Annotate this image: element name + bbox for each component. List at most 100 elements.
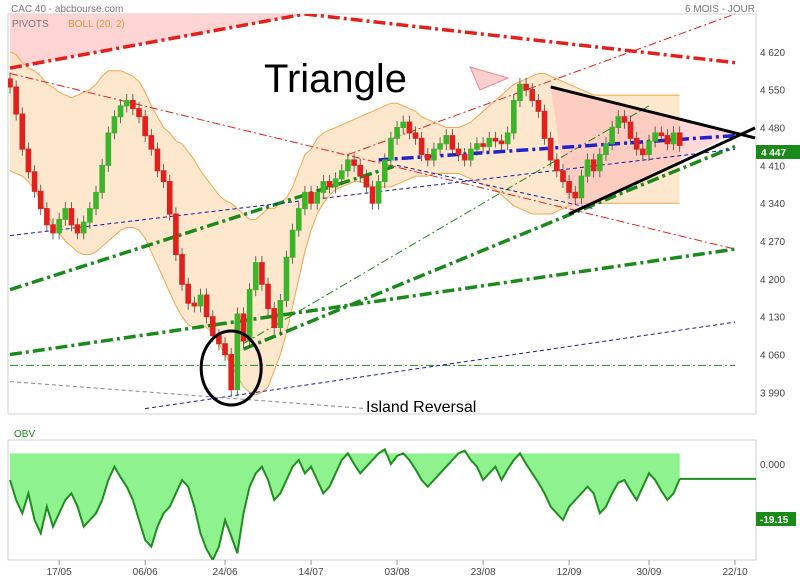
- y-tick-label: 4 550: [760, 86, 785, 97]
- candle-body: [87, 208, 93, 223]
- candle-body: [535, 99, 542, 112]
- candle-body: [37, 190, 44, 210]
- candle-body: [670, 132, 677, 145]
- obv-last-label: -19.15: [760, 515, 789, 526]
- candle-body: [541, 110, 548, 139]
- candle-body: [283, 256, 290, 301]
- trend-line-13: [9, 381, 367, 410]
- candle-body: [523, 83, 529, 91]
- candle-body: [326, 181, 333, 188]
- y-tick-label: 4 130: [760, 313, 785, 324]
- obv-plot-area: [9, 447, 756, 560]
- candle-body: [357, 164, 364, 177]
- trend-line-11: [145, 321, 736, 410]
- candle-body: [136, 108, 142, 118]
- candle-body: [400, 121, 407, 129]
- candle-body: [117, 105, 124, 118]
- bollinger-upper-line: [9, 51, 680, 220]
- candle-body: [154, 148, 161, 172]
- candle-body: [234, 313, 241, 391]
- candle-body: [142, 116, 148, 137]
- candle-body: [338, 170, 345, 180]
- candle-body: [209, 316, 216, 337]
- candle-body: [240, 313, 247, 342]
- candle-body: [572, 191, 579, 199]
- last-price-badge: [756, 145, 800, 159]
- candle-body: [19, 113, 26, 150]
- triangle-annotation: Triangle: [264, 57, 407, 101]
- candle-body: [363, 175, 370, 188]
- triangle-pointer-icon: [469, 66, 510, 91]
- candle-body: [443, 135, 450, 145]
- time-x-axis: 17/05 06/06 24/06 14/07 03/08 23/08 12/09 30/09…: [47, 560, 748, 578]
- candle-body: [461, 154, 468, 161]
- y-tick-label: 4 200: [760, 275, 785, 286]
- candle-body: [664, 135, 671, 145]
- candle-body: [44, 208, 50, 226]
- candle-body: [332, 178, 339, 188]
- candle-body: [615, 116, 622, 129]
- candle-body: [431, 148, 437, 161]
- candle-body: [652, 132, 658, 142]
- x-tick-label: 14/07: [299, 567, 324, 578]
- x-tick-label: 23/08: [471, 567, 496, 578]
- obv-last-badge: [756, 512, 796, 526]
- candle-body: [166, 181, 173, 215]
- candle-body: [271, 308, 277, 329]
- candle-body: [658, 132, 665, 137]
- candle-body: [173, 213, 179, 256]
- candle-body: [621, 116, 628, 123]
- candle-body: [560, 170, 566, 183]
- triangle-lower-line: [568, 126, 756, 216]
- x-tick-label: 06/06: [133, 567, 158, 578]
- candle-body: [31, 171, 38, 192]
- y-tick-label: 4 270: [760, 237, 785, 248]
- candle-body: [74, 224, 81, 234]
- candle-body: [492, 137, 499, 142]
- candle-body: [511, 99, 517, 134]
- candle-body: [449, 135, 456, 150]
- trend-line-8: [243, 105, 650, 345]
- candle-body: [191, 302, 198, 307]
- obv-line: [9, 447, 681, 560]
- trend-line-12: [396, 164, 594, 210]
- candle-body: [646, 140, 652, 156]
- candle-body: [504, 132, 511, 145]
- candle-body: [381, 159, 388, 183]
- candle-body: [375, 181, 382, 204]
- obv-area-fill: [10, 449, 680, 560]
- price-y-axis: 3 990 4 060 4 130 4 200 4 270 4 340 4 410 4 480…: [760, 48, 785, 400]
- y-tick-label: 3 990: [760, 388, 785, 399]
- candle-body: [289, 229, 296, 258]
- candle-body: [185, 283, 191, 304]
- candle-body: [627, 121, 634, 139]
- y-tick-label: 4 410: [760, 161, 785, 172]
- candle-body: [554, 159, 560, 172]
- candle-body: [406, 121, 413, 134]
- candle-body: [455, 148, 462, 156]
- candle-body: [388, 137, 394, 161]
- candle-body: [529, 89, 536, 101]
- island-reversal-annotation: Island Reversal: [366, 399, 476, 416]
- candle-body: [394, 127, 400, 139]
- candle-body: [590, 159, 597, 172]
- candle-body: [437, 143, 443, 150]
- candle-body: [474, 143, 480, 150]
- candle-body: [246, 289, 253, 342]
- candle-body: [50, 224, 56, 234]
- candle-body: [603, 143, 609, 156]
- candle-body: [351, 159, 357, 166]
- candle-body: [111, 116, 118, 134]
- candle-body: [197, 294, 204, 307]
- chart-source-title: CAC 40 - abcbourse.com: [11, 4, 123, 15]
- candle-body: [228, 354, 234, 391]
- candle-body: [547, 137, 554, 161]
- candle-body: [252, 262, 259, 291]
- candle-body: [480, 143, 486, 147]
- period-label: 6 MOIS - JOUR: [685, 4, 755, 15]
- candle-body: [640, 148, 646, 156]
- candle-body: [99, 164, 105, 193]
- candle-body: [259, 262, 265, 285]
- candle-body: [308, 191, 314, 204]
